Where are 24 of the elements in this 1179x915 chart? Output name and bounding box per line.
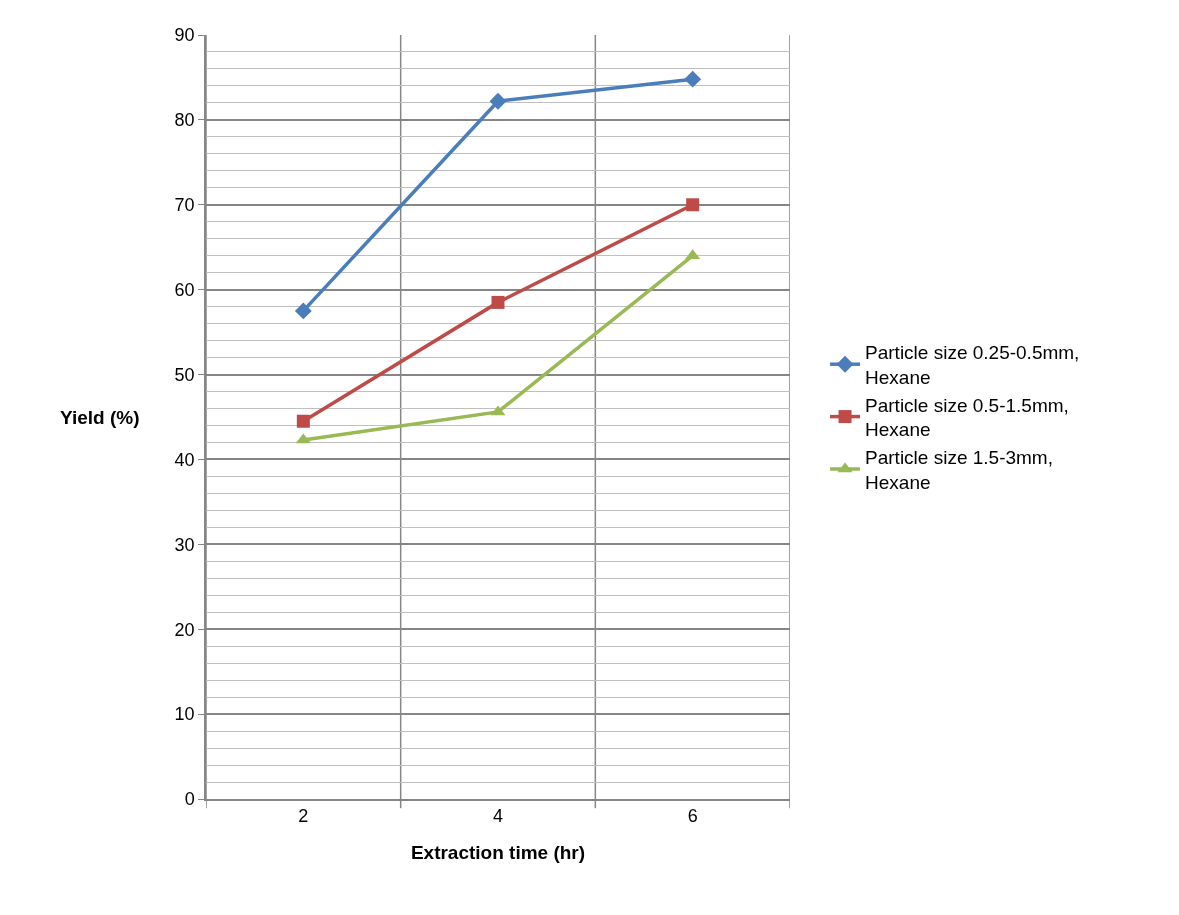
y-tick-label: 20	[174, 619, 195, 640]
point	[491, 295, 505, 309]
legend-label: Particle size 0.25-0.5mm, Hexane	[865, 342, 1080, 388]
y-tick-label: 90	[174, 25, 195, 46]
y-tick-label: 70	[174, 195, 195, 216]
y-tick-label: 30	[174, 534, 195, 555]
point	[684, 70, 702, 88]
point	[489, 92, 507, 110]
legend-label: Particle size 0.5-1.5mm, Hexane	[865, 394, 1069, 441]
y-tick-label: 0	[184, 789, 195, 810]
y-tick-label: 60	[174, 279, 195, 300]
x-tick-label: 6	[687, 806, 698, 827]
x-axis-title: Extraction time (hr)	[410, 841, 586, 863]
y-tick-label: 80	[174, 110, 195, 131]
y-tick-label: 10	[174, 704, 195, 725]
point	[294, 302, 312, 320]
x-tick-label: 2	[298, 806, 309, 827]
y-axis-title: Yield (%)	[60, 407, 140, 428]
point	[296, 414, 310, 428]
y-tick-label: 50	[174, 364, 195, 385]
legend-label: Particle size 1.5-3mm, Hexane	[865, 447, 1053, 493]
x-tick-label: 4	[492, 806, 504, 827]
point	[686, 198, 700, 212]
y-tick-label: 40	[174, 449, 195, 470]
